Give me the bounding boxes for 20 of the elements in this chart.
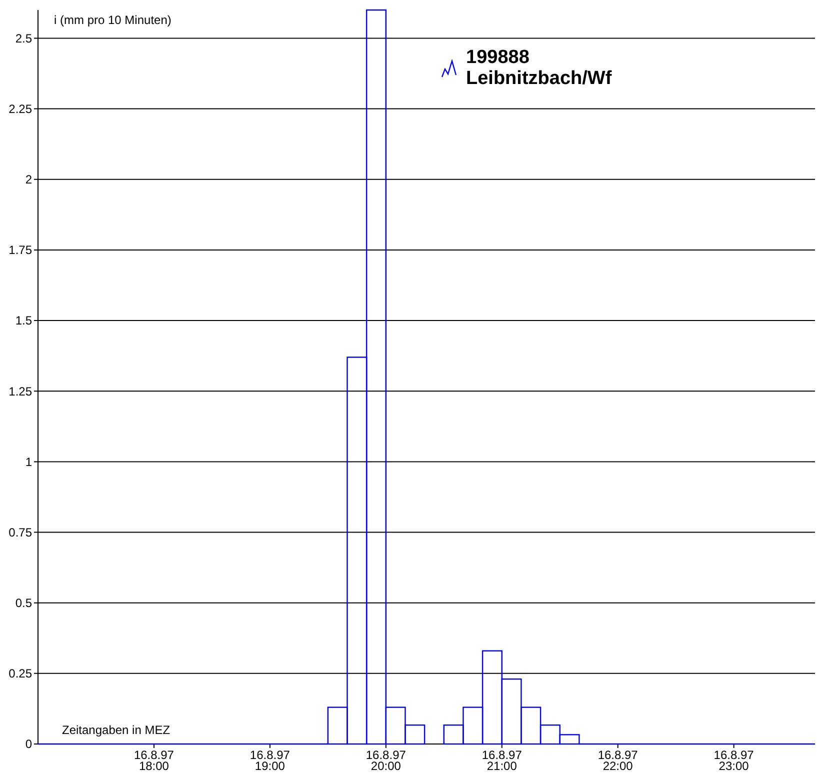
y-tick-label: 2 bbox=[25, 172, 32, 187]
x-tick-label: 16.8.97 20:00 bbox=[366, 748, 406, 773]
x-tick-label: 16.8.97 23:00 bbox=[714, 748, 754, 773]
y-axis-title: i (mm pro 10 Minuten) bbox=[54, 13, 172, 27]
annotation: Zeitangaben in MEZ bbox=[62, 723, 170, 737]
y-tick-label: 0.75 bbox=[8, 525, 32, 540]
y-tick-label: 0.5 bbox=[15, 596, 32, 610]
legend-label: 199888 Leibnitzbach/Wf bbox=[466, 47, 612, 89]
y-tick-label: 0.25 bbox=[8, 666, 32, 681]
y-tick-label: 0 bbox=[25, 737, 32, 752]
y-tick-label: 2.25 bbox=[8, 102, 32, 116]
x-tick-label: 16.8.97 18:00 bbox=[134, 748, 174, 773]
y-tick-label: 1 bbox=[25, 454, 32, 469]
x-tick-label: 16.8.97 22:00 bbox=[598, 748, 638, 773]
y-tick-label: 1.25 bbox=[8, 384, 32, 398]
y-tick-label: 1.75 bbox=[8, 243, 32, 258]
y-tick-label: 1.5 bbox=[15, 314, 32, 328]
x-tick-label: 16.8.97 21:00 bbox=[482, 748, 522, 773]
x-tick-label: 16.8.97 19:00 bbox=[250, 748, 290, 773]
y-tick-label: 2.5 bbox=[15, 31, 32, 46]
